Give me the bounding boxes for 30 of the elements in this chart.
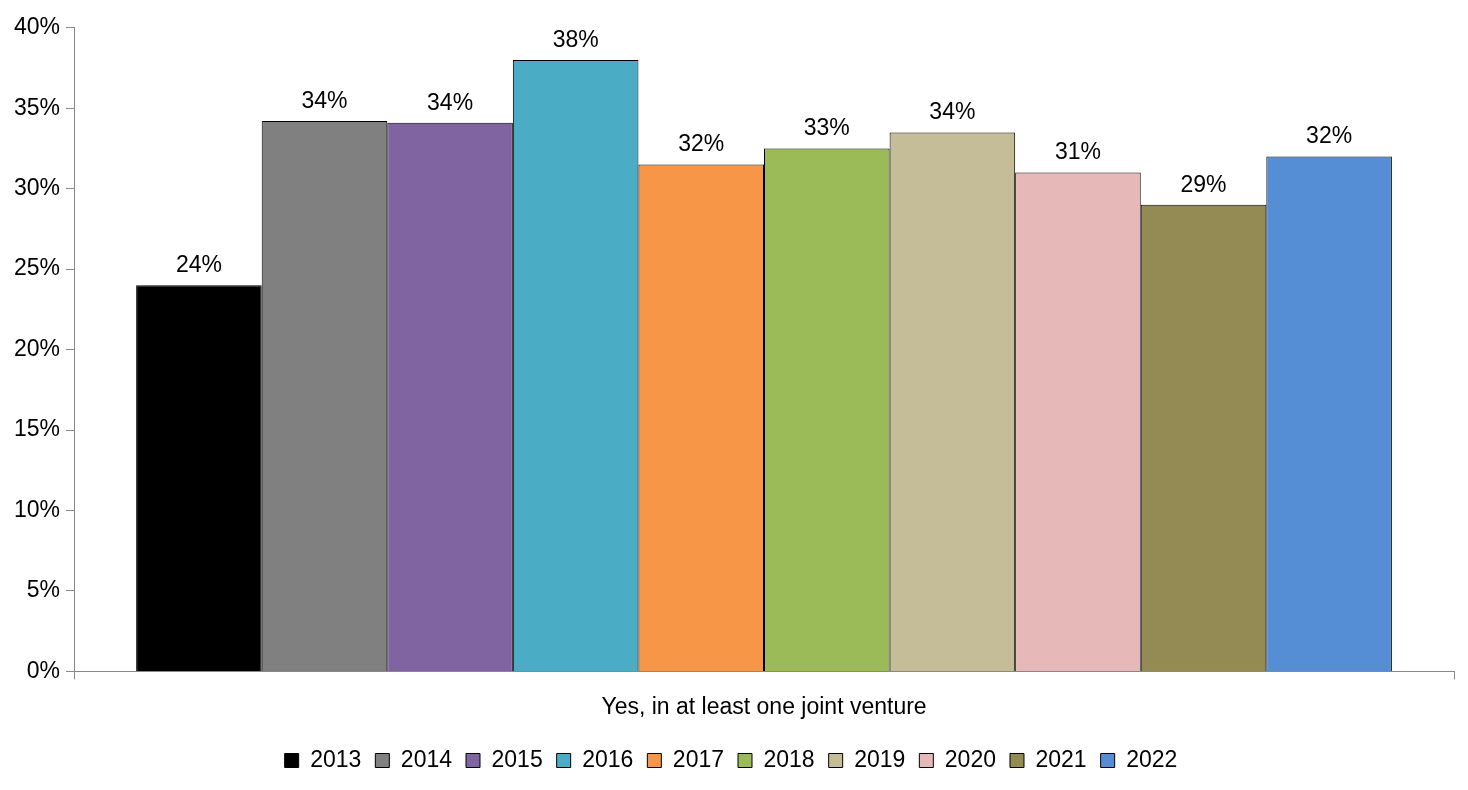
- data-label: 34%: [301, 86, 348, 113]
- data-label: 32%: [678, 130, 725, 157]
- data-label: 33%: [803, 114, 850, 141]
- y-tick-label: 20%: [13, 334, 61, 361]
- legend-label: 2016: [582, 745, 634, 772]
- y-tick-label: 35%: [13, 93, 61, 120]
- data-label: 32%: [1306, 122, 1353, 149]
- y-tick-label: 10%: [13, 495, 61, 522]
- legend-label: 2022: [1126, 745, 1178, 772]
- legend-label: 2013: [310, 745, 362, 772]
- data-label: 24%: [175, 251, 222, 278]
- y-tick-label: 40%: [13, 13, 61, 40]
- data-label: 34%: [929, 98, 976, 125]
- y-tick-label: 15%: [13, 415, 61, 442]
- y-tick-label: 0%: [26, 656, 61, 683]
- data-label: 38%: [552, 25, 599, 52]
- data-label: 29%: [1180, 170, 1227, 197]
- legend-label: 2015: [491, 745, 543, 772]
- legend-label: 2021: [1035, 745, 1087, 772]
- y-tick-label: 5%: [26, 576, 61, 603]
- legend-label: 2019: [854, 745, 906, 772]
- data-label: 34%: [427, 88, 474, 115]
- y-tick-label: 30%: [13, 174, 61, 201]
- legend-label: 2014: [400, 745, 453, 772]
- data-label: 31%: [1054, 138, 1101, 165]
- x-tick-label: Yes, in at least one joint venture: [601, 692, 927, 719]
- legend-label: 2017: [672, 745, 725, 772]
- legend-label: 2018: [763, 745, 815, 772]
- y-tick-label: 25%: [13, 254, 61, 281]
- legend-label: 2020: [944, 745, 996, 772]
